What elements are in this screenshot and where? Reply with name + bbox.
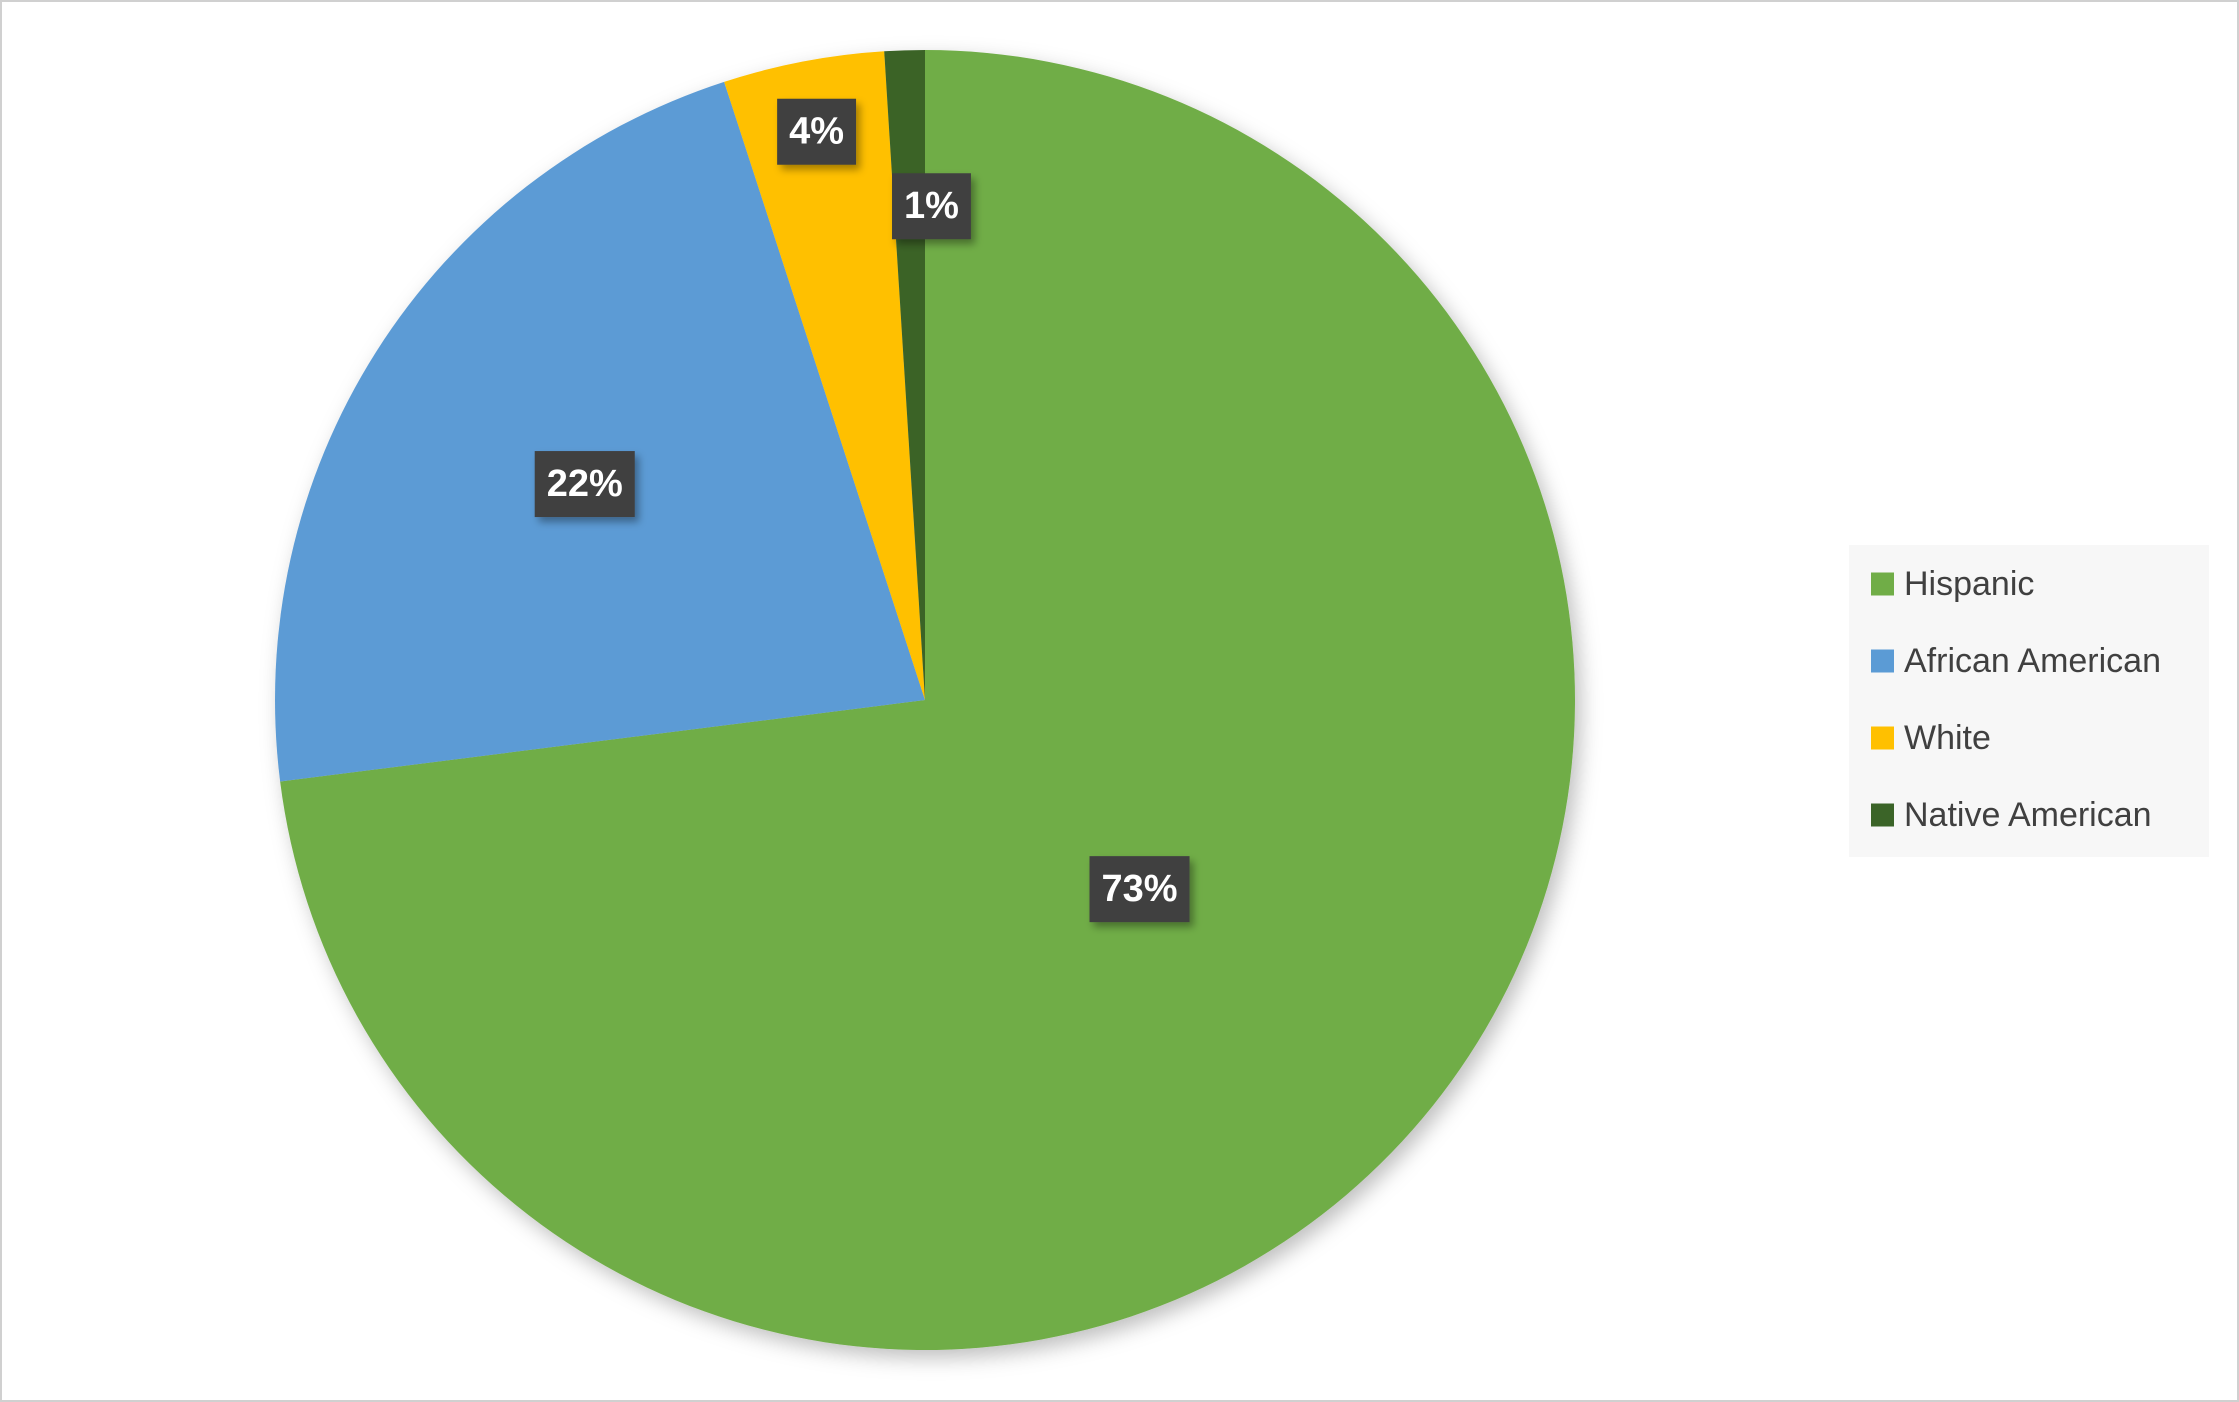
pie xyxy=(275,50,1575,1350)
data-label: 1% xyxy=(904,185,959,227)
legend-label: White xyxy=(1904,719,1991,757)
legend: Hispanic African American White Native Amer… xyxy=(1871,565,2161,834)
data-label: 22% xyxy=(547,463,623,505)
data-labels: 73% 22% 4% 1% xyxy=(534,98,1190,923)
pie-slice xyxy=(275,81,925,782)
pie-slice xyxy=(724,51,925,700)
legend-label: African American xyxy=(1904,642,2161,680)
legend-label: Hispanic xyxy=(1904,565,2034,603)
data-label: 73% xyxy=(1102,868,1178,910)
legend-swatch xyxy=(1871,803,1894,827)
data-label-box xyxy=(892,173,971,240)
data-label-box xyxy=(1089,856,1190,923)
pie-slice xyxy=(280,50,1575,1350)
legend-label: Native American xyxy=(1904,796,2152,834)
legend-swatch xyxy=(1871,726,1894,750)
legend-box xyxy=(1849,545,2209,857)
data-label-box xyxy=(534,451,635,518)
data-label: 4% xyxy=(789,111,844,153)
data-label-box xyxy=(777,98,857,165)
legend-swatch xyxy=(1871,649,1894,673)
legend-swatch xyxy=(1871,572,1894,596)
